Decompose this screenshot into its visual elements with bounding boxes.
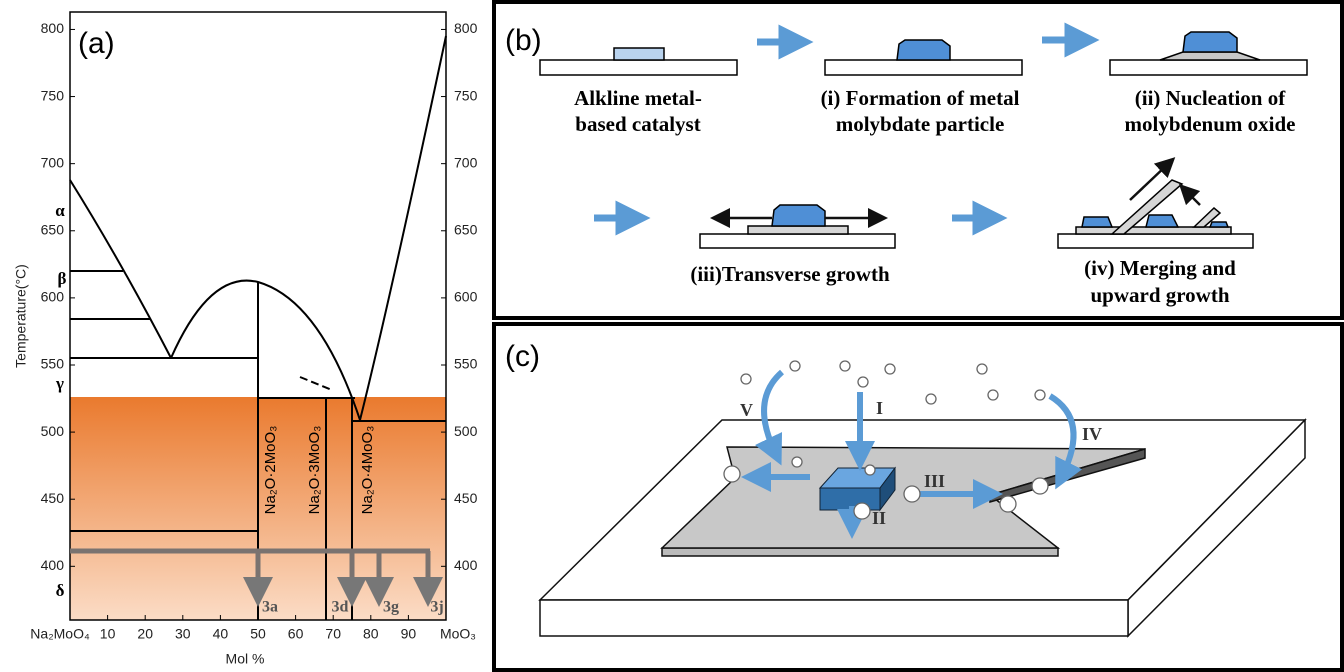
y-tick-label: 450 — [454, 490, 478, 506]
x-tick-label: 90 — [401, 626, 417, 642]
sample-label: 3g — [383, 599, 399, 616]
figure: 400 400 450 450 500 500 550 550 600 600 650 650 700 7… — [0, 0, 1344, 672]
phase-label: β — [58, 269, 67, 288]
y-tick-label: 550 — [454, 356, 478, 372]
pathway-label: V — [740, 400, 753, 420]
pathway-label: II — [872, 508, 886, 528]
x-tick-label: MoO₃ — [440, 626, 476, 642]
sample-label: 3j — [430, 599, 443, 616]
step-label: molybdate particle — [836, 112, 1005, 136]
schematic — [540, 32, 1307, 248]
y-tick-label: 800 — [41, 20, 65, 36]
step-label: upward growth — [1090, 283, 1229, 307]
x-tick-label: 50 — [250, 626, 266, 642]
panel-c: (c) I II III IV V — [494, 324, 1342, 670]
x-tick-label: 40 — [213, 626, 229, 642]
y-tick-label: 650 — [41, 221, 65, 237]
x-tick-label: 30 — [175, 626, 191, 642]
y-tick-label: 500 — [41, 423, 65, 439]
x-axis-label: Mol % — [226, 651, 265, 667]
phase-label: δ — [56, 581, 65, 600]
x-tick-label: Na₂MoO₄ — [30, 626, 90, 642]
y-tick-label: 600 — [41, 289, 65, 305]
y-axis-label: Temperature(°C) — [13, 264, 29, 368]
phase-label: α — [55, 201, 65, 220]
sample-label: 3a — [262, 599, 278, 616]
y-tick-label: 650 — [454, 221, 478, 237]
y-tick-label: 550 — [41, 356, 65, 372]
x-tick-label: 10 — [100, 626, 116, 642]
y-tick-label: 750 — [41, 87, 65, 103]
y-tick-label: 450 — [41, 490, 65, 506]
step-label: (iii)Transverse growth — [690, 262, 890, 286]
compound-label: Na₂O·3MoO₃ — [306, 426, 323, 515]
panel-label: (b) — [505, 24, 542, 57]
x-tick-label: 20 — [137, 626, 153, 642]
y-tick-label: 700 — [454, 154, 478, 170]
compound-label: Na₂O·2MoO₃ — [262, 426, 279, 515]
x-tick-label: 80 — [363, 626, 379, 642]
x-tick-label: 70 — [325, 626, 341, 642]
compound-label: Na₂O·4MoO₃ — [359, 426, 376, 515]
phase-label: γ — [55, 374, 64, 393]
y-tick-label: 400 — [41, 557, 65, 573]
y-tick-label: 600 — [454, 289, 478, 305]
step-label: (i) Formation of metal — [821, 86, 1020, 110]
x-tick-label: 60 — [288, 626, 304, 642]
pathway-label: IV — [1082, 424, 1102, 444]
y-tick-label: 800 — [454, 20, 478, 36]
step-label: (ii) Nucleation of — [1135, 86, 1286, 110]
sample-label: 3d — [332, 599, 349, 616]
panel-label: (c) — [505, 340, 540, 373]
step-label: (iv) Merging and — [1084, 256, 1236, 280]
panel-b: (b) Alkline metal- based catalyst (i) Fo… — [494, 2, 1342, 318]
pathway-label: III — [924, 471, 945, 491]
y-tick-label: 500 — [454, 423, 478, 439]
y-tick-label: 400 — [454, 557, 478, 573]
panel-label: (a) — [78, 27, 115, 60]
panel-a: 400 400 450 450 500 500 550 550 600 600 650 650 700 7… — [13, 12, 478, 667]
y-tick-label: 750 — [454, 87, 478, 103]
step-label: molybdenum oxide — [1125, 112, 1296, 136]
step-label: based catalyst — [575, 112, 700, 136]
pathway-label: I — [876, 398, 883, 418]
step-label: Alkline metal- — [574, 86, 702, 110]
y-tick-label: 700 — [41, 154, 65, 170]
